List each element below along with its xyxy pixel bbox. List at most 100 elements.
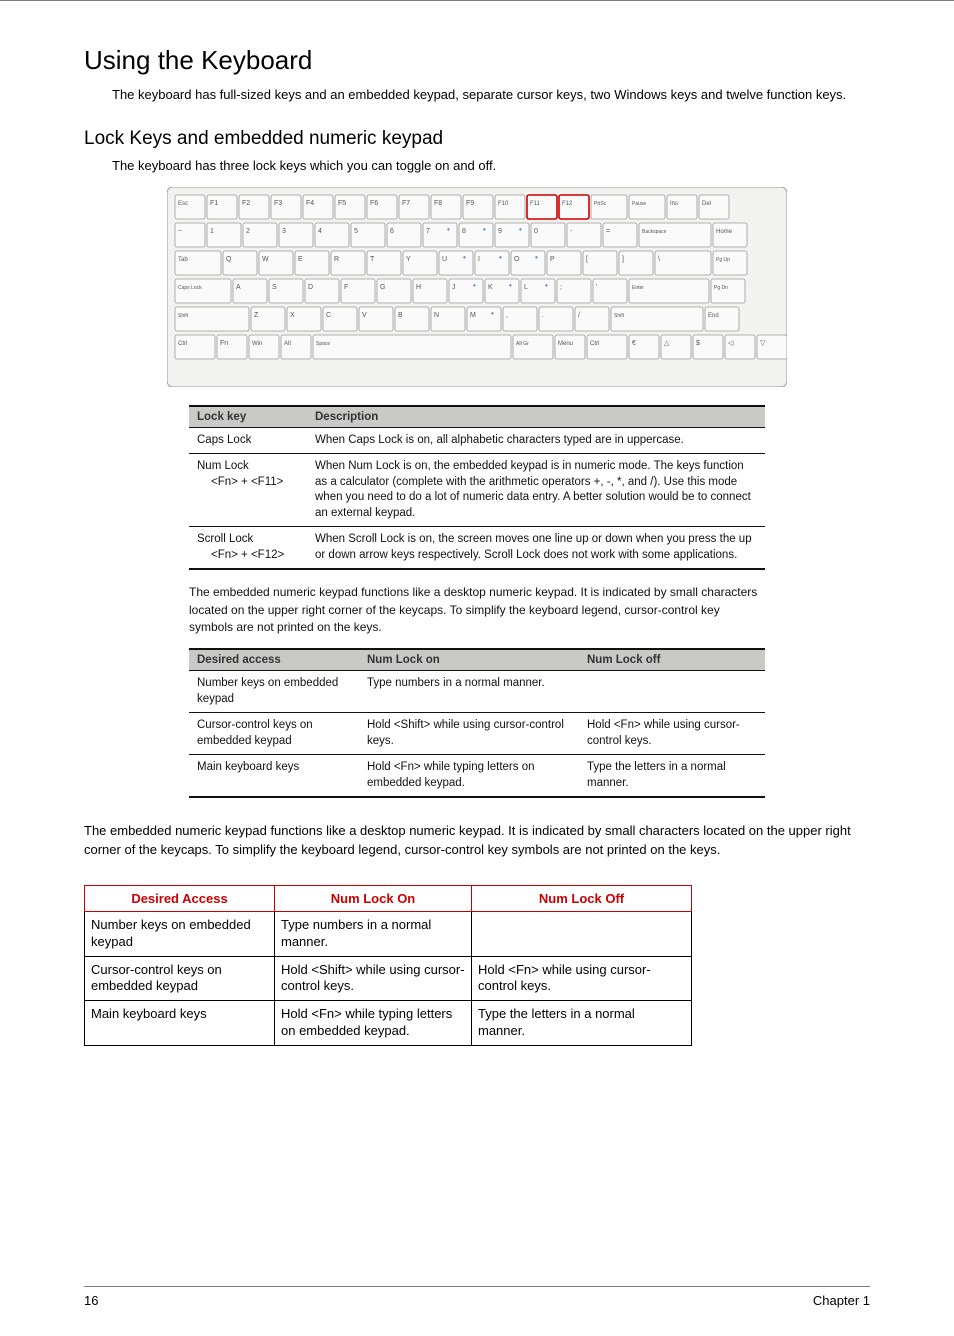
desired-access-inset-table: Desired accessNum Lock onNum Lock offNum… <box>189 648 765 798</box>
table-cell <box>472 911 692 956</box>
svg-text:•: • <box>473 281 476 290</box>
svg-text:Z: Z <box>254 312 259 319</box>
svg-text:L: L <box>524 284 528 291</box>
table-cell: Hold <Fn> while typing letters on embedd… <box>359 755 579 798</box>
svg-text:O: O <box>514 256 520 263</box>
svg-text:•: • <box>491 309 494 318</box>
svg-text:H: H <box>416 284 421 291</box>
table-row: Cursor-control keys on embedded keypadHo… <box>85 956 692 1001</box>
svg-text:Menu: Menu <box>558 341 573 347</box>
svg-text:W: W <box>262 256 269 263</box>
svg-text:F5: F5 <box>338 200 346 207</box>
table-cell: Type the letters in a normal manner. <box>579 755 765 798</box>
access-table-wrap: Desired AccessNum Lock OnNum Lock Off Num… <box>84 885 870 1046</box>
table-cell: Hold <Fn> while using cursor-control key… <box>579 713 765 755</box>
keyboard-illustration: EscF1F2F3F4F5F6F7F8F9F10F11F12PrtScPause… <box>167 187 787 387</box>
lock-keys-table: Lock keyDescriptionCaps LockWhen Caps Lo… <box>189 405 765 571</box>
svg-text:F6: F6 <box>370 200 378 207</box>
table-cell: Hold <Shift> while using cursor-control … <box>359 713 579 755</box>
table-cell: Hold <Shift> while using cursor-control … <box>275 956 472 1001</box>
table-row: Number keys on embedded keypadType numbe… <box>189 671 765 713</box>
svg-text:': ' <box>596 284 597 291</box>
svg-text:F1: F1 <box>210 200 218 207</box>
svg-text:•: • <box>509 281 512 290</box>
svg-text:◁: ◁ <box>728 340 734 347</box>
table-header: Num Lock On <box>275 885 472 911</box>
svg-text:,: , <box>506 312 508 319</box>
svg-text:P: P <box>550 256 555 263</box>
svg-text:9: 9 <box>498 228 502 235</box>
svg-text:X: X <box>290 312 295 319</box>
svg-text:Enter: Enter <box>632 285 644 291</box>
svg-text:7: 7 <box>426 228 430 235</box>
svg-text:3: 3 <box>282 228 286 235</box>
svg-text:F8: F8 <box>434 200 442 207</box>
svg-text:/: / <box>578 312 580 319</box>
table-cell: Number keys on embedded keypad <box>189 671 359 713</box>
table-row: Caps LockWhen Caps Lock is on, all alpha… <box>189 427 765 454</box>
svg-text:A: A <box>236 284 241 291</box>
table-header: Num Lock Off <box>472 885 692 911</box>
svg-text:Shift: Shift <box>614 313 625 319</box>
svg-text:2: 2 <box>246 228 250 235</box>
svg-text:Home: Home <box>716 229 733 235</box>
svg-text:€: € <box>632 340 636 347</box>
table-cell: Type numbers in a normal manner. <box>359 671 579 713</box>
svg-text:8: 8 <box>462 228 466 235</box>
svg-text:Win: Win <box>252 341 262 347</box>
svg-text:4: 4 <box>318 228 322 235</box>
table-cell: Cursor-control keys on embedded keypad <box>85 956 275 1001</box>
svg-text:Ctrl: Ctrl <box>590 341 599 347</box>
svg-text:;: ; <box>560 284 562 291</box>
svg-text:0: 0 <box>534 228 538 235</box>
table-row: Main keyboard keysHold <Fn> while typing… <box>85 1001 692 1046</box>
svg-text:Alt: Alt <box>284 341 291 347</box>
table-row: Scroll Lock<Fn> + <F12>When Scroll Lock … <box>189 527 765 570</box>
table-cell: When Caps Lock is on, all alphabetic cha… <box>307 427 765 454</box>
svg-text:PrtSc: PrtSc <box>594 201 607 207</box>
svg-text:Esc: Esc <box>178 201 188 207</box>
svg-text:U: U <box>442 256 447 263</box>
svg-text:F2: F2 <box>242 200 250 207</box>
table-cell: Number keys on embedded keypad <box>85 911 275 956</box>
svg-text:•: • <box>519 225 522 234</box>
page-number: 16 <box>84 1293 98 1308</box>
svg-text:Del: Del <box>702 201 711 207</box>
svg-text:Q: Q <box>226 256 232 263</box>
svg-text:Fn: Fn <box>220 340 228 347</box>
table-cell: When Scroll Lock is on, the screen moves… <box>307 527 765 570</box>
svg-text:•: • <box>463 253 466 262</box>
svg-text:1: 1 <box>210 228 214 235</box>
table-header: Lock key <box>189 406 307 428</box>
table-cell: Main keyboard keys <box>85 1001 275 1046</box>
svg-text:R: R <box>334 256 339 263</box>
table-header: Desired access <box>189 649 359 671</box>
svg-text:•: • <box>535 253 538 262</box>
table-cell: Scroll Lock<Fn> + <F12> <box>189 527 307 570</box>
svg-text:Caps Lock: Caps Lock <box>178 285 202 291</box>
svg-text:•: • <box>447 225 450 234</box>
svg-text:Pg Up: Pg Up <box>716 257 730 263</box>
svg-text:K: K <box>488 284 493 291</box>
lock-keys-inset: Lock keyDescriptionCaps LockWhen Caps Lo… <box>189 405 765 799</box>
svg-text:E: E <box>298 256 303 263</box>
table-header: Desired Access <box>85 885 275 911</box>
svg-text:F3: F3 <box>274 200 282 207</box>
table-cell: Hold <Fn> while using cursor-control key… <box>472 956 692 1001</box>
svg-text:•: • <box>483 225 486 234</box>
table-row: Num Lock<Fn> + <F11>When Num Lock is on,… <box>189 454 765 527</box>
table-header: Description <box>307 406 765 428</box>
table-row: Cursor-control keys on embedded keypadHo… <box>189 713 765 755</box>
svg-text:End: End <box>708 313 719 319</box>
section-title: Lock Keys and embedded numeric keypad <box>84 128 870 150</box>
lower-paragraph: The embedded numeric keypad functions li… <box>84 822 870 858</box>
chapter-label: Chapter 1 <box>813 1293 870 1308</box>
svg-text:~: ~ <box>178 228 182 235</box>
svg-text:•: • <box>499 253 502 262</box>
svg-text:Ctrl: Ctrl <box>178 341 187 347</box>
svg-text:F: F <box>344 284 348 291</box>
svg-text:N: N <box>434 312 439 319</box>
svg-text:F12: F12 <box>562 201 573 207</box>
inset-paragraph: The embedded numeric keypad functions li… <box>189 584 765 636</box>
svg-text:B: B <box>398 312 403 319</box>
